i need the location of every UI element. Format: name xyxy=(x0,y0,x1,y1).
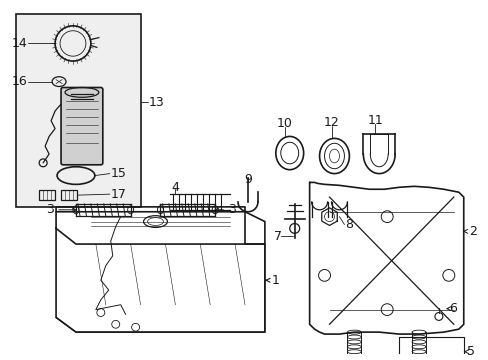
Text: 11: 11 xyxy=(366,114,382,127)
Text: 12: 12 xyxy=(323,116,339,129)
Text: 1: 1 xyxy=(271,274,279,287)
Text: 3: 3 xyxy=(227,203,236,216)
Text: 9: 9 xyxy=(244,173,251,186)
Text: 15: 15 xyxy=(111,167,126,180)
Text: 14: 14 xyxy=(11,37,27,50)
Bar xyxy=(61,190,77,200)
Text: 10: 10 xyxy=(276,117,292,130)
Text: 16: 16 xyxy=(11,75,27,88)
Bar xyxy=(398,337,463,360)
Bar xyxy=(16,14,141,207)
Text: 5: 5 xyxy=(466,345,474,358)
Text: 8: 8 xyxy=(345,218,353,231)
FancyBboxPatch shape xyxy=(61,87,102,165)
Text: 4: 4 xyxy=(171,181,179,194)
Text: 6: 6 xyxy=(448,302,456,315)
Bar xyxy=(39,190,55,200)
Text: 7: 7 xyxy=(273,230,281,243)
Text: 17: 17 xyxy=(111,188,126,201)
Text: 13: 13 xyxy=(148,96,164,109)
Text: 3: 3 xyxy=(46,203,54,216)
Text: 2: 2 xyxy=(468,225,476,238)
